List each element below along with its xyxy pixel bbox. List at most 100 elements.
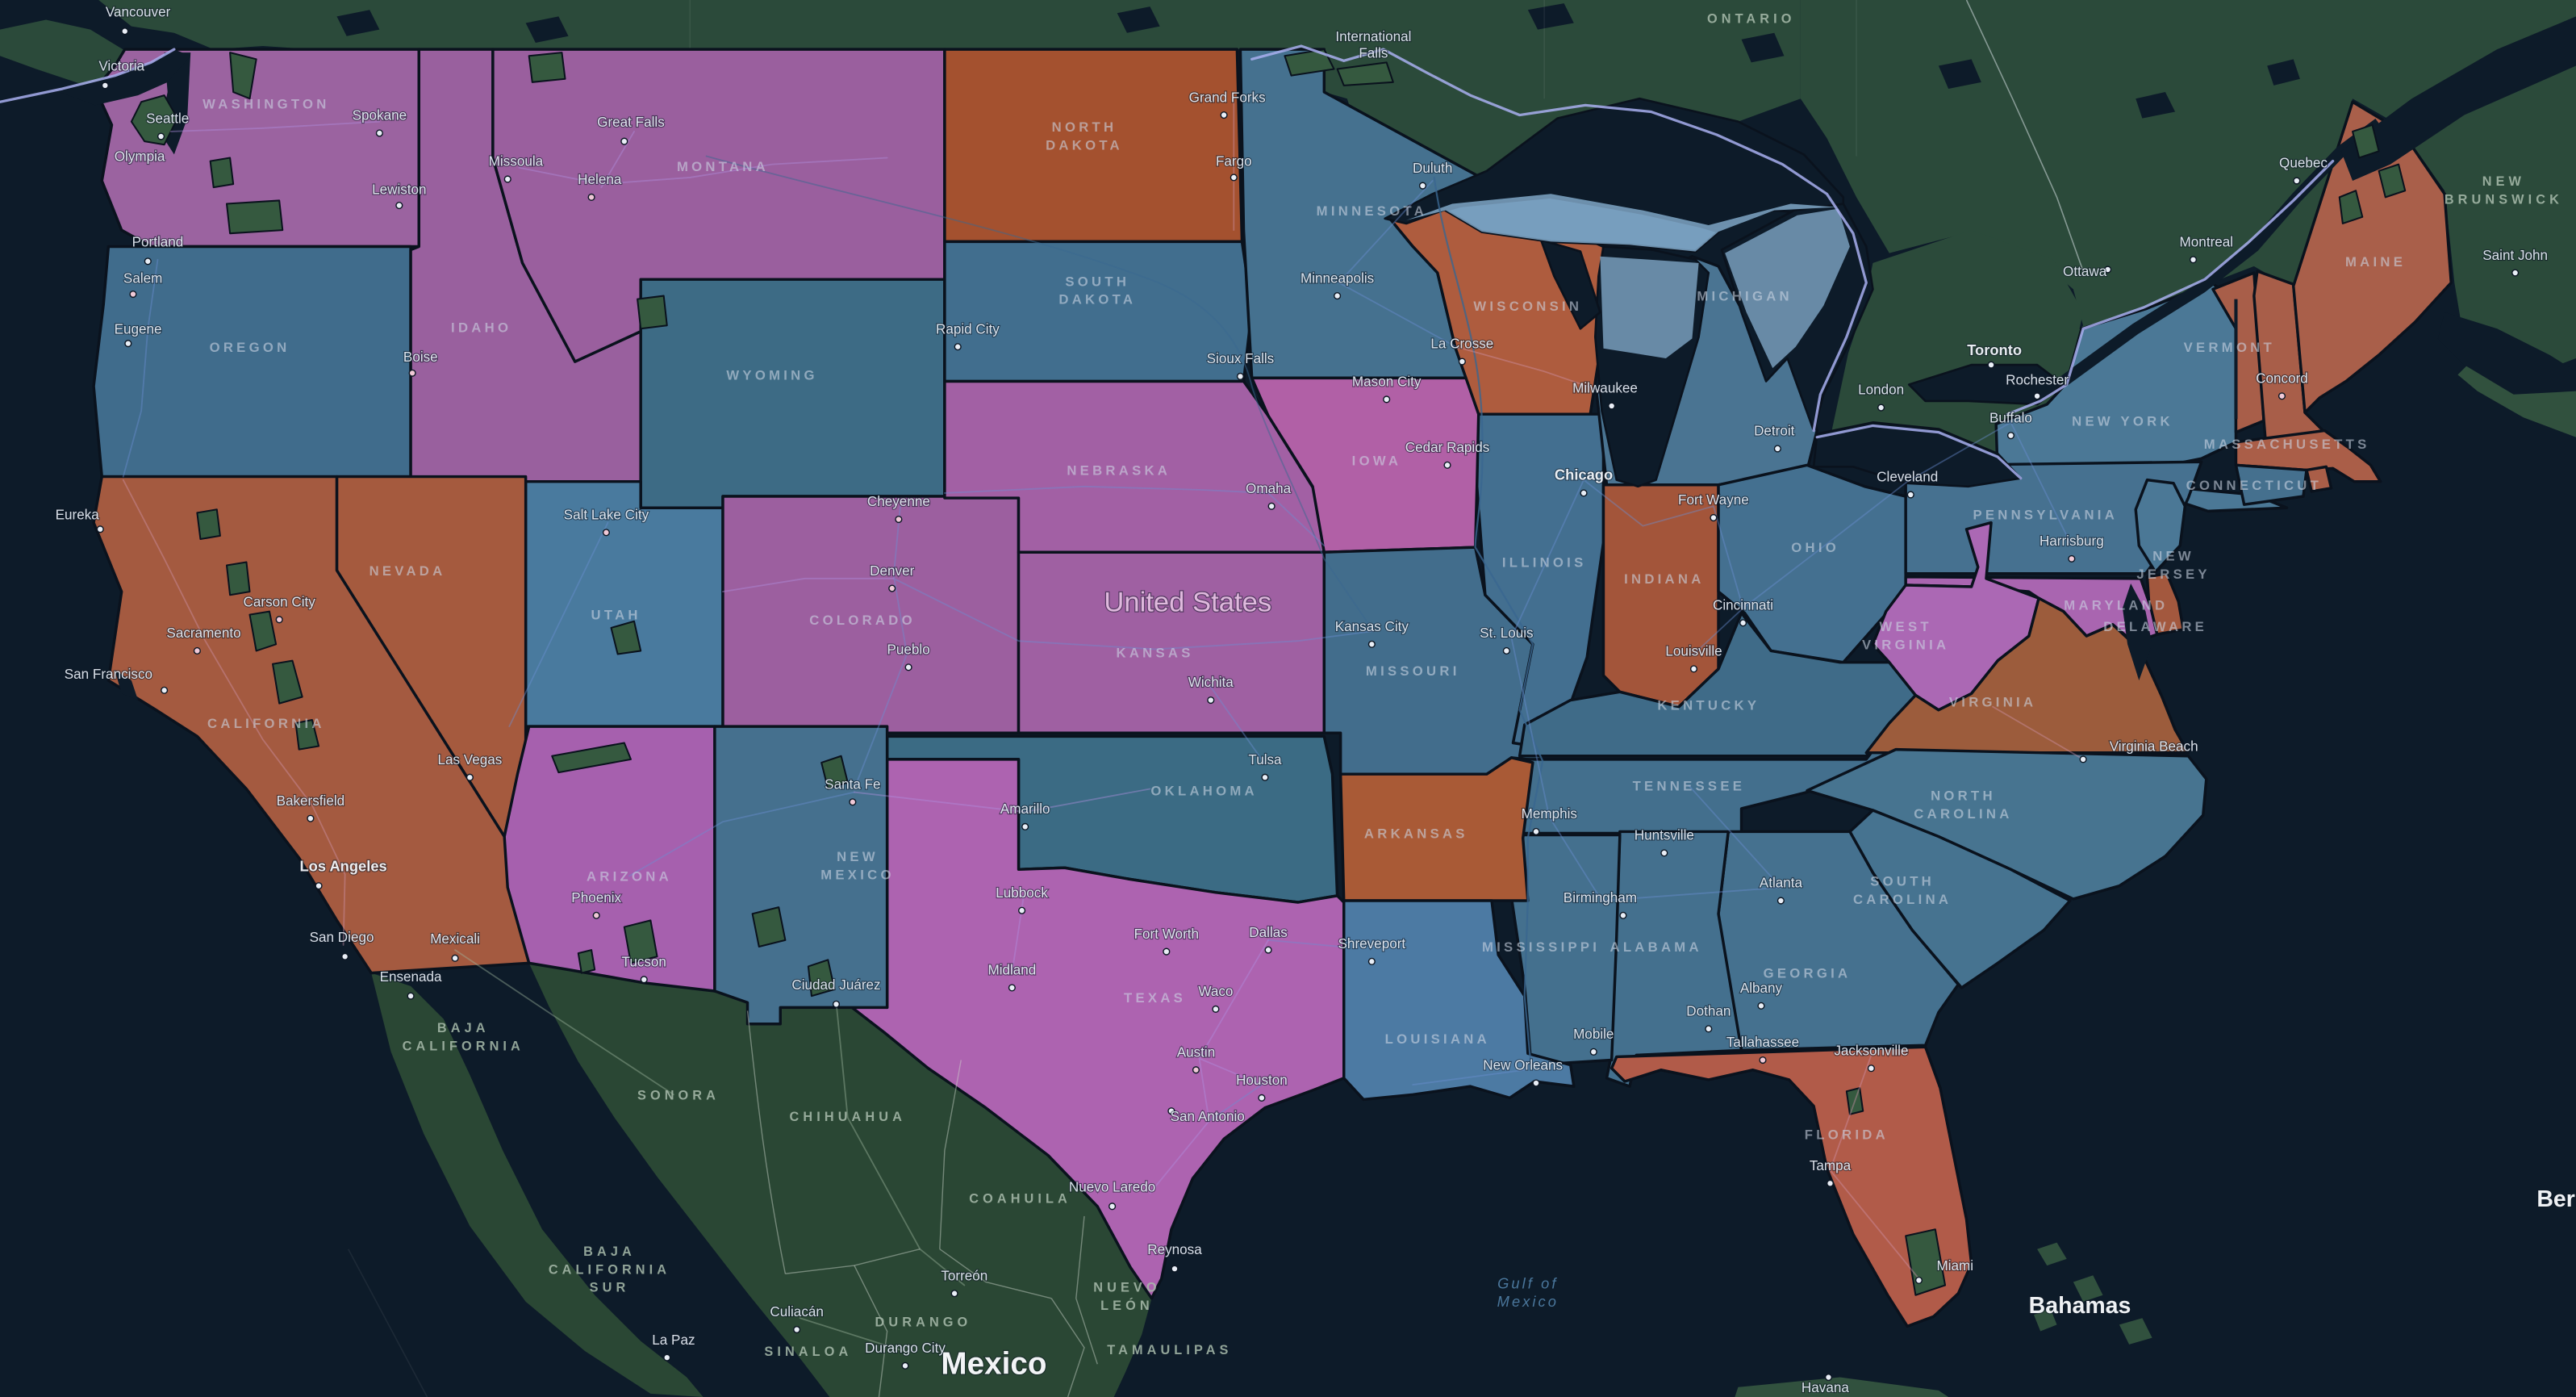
city-dot-fort-wayne[interactable] <box>1710 513 1718 522</box>
city-label-sacramento[interactable]: Sacramento <box>165 625 241 642</box>
city-label-birmingham[interactable]: Birmingham <box>1563 889 1638 906</box>
city-label-tallahassee[interactable]: Tallahassee <box>1726 1034 1801 1051</box>
city-label-buffalo[interactable]: Buffalo <box>1989 409 2033 426</box>
state-new-jersey[interactable] <box>2134 478 2187 574</box>
city-dot-virginia-beach[interactable] <box>2079 755 2087 763</box>
city-label-portland[interactable]: Portland <box>132 233 185 250</box>
city-dot-sioux-falls[interactable] <box>1236 372 1245 380</box>
city-dot-la-crosse[interactable] <box>1458 358 1466 366</box>
city-dot-grand-forks[interactable] <box>1220 111 1228 119</box>
city-dot-milwaukee[interactable] <box>1608 402 1616 410</box>
city-label-las-vegas[interactable]: Las Vegas <box>436 751 503 768</box>
city-label-miami[interactable]: Miami <box>1935 1257 1974 1274</box>
city-dot-amarillo[interactable] <box>1021 822 1029 830</box>
city-dot-helena[interactable] <box>587 193 595 201</box>
city-dot-duluth[interactable] <box>1418 182 1427 190</box>
city-label-sioux-falls[interactable]: Sioux Falls <box>1206 350 1275 367</box>
city-dot-cincinnati[interactable] <box>1739 619 1747 627</box>
city-dot-cedar-rapids[interactable] <box>1443 461 1451 469</box>
state-arizona[interactable] <box>503 725 716 993</box>
city-label-missoula[interactable]: Missoula <box>488 153 545 170</box>
city-label-kansas-city[interactable]: Kansas City <box>1334 618 1410 635</box>
city-label-helena[interactable]: Helena <box>577 171 623 188</box>
city-dot-spokane[interactable] <box>375 129 383 137</box>
city-dot-atlanta[interactable] <box>1776 897 1785 905</box>
city-dot-tulsa[interactable] <box>1261 773 1269 781</box>
city-dot-portland[interactable] <box>144 257 152 266</box>
city-label-durango-city[interactable]: Durango City <box>864 1340 946 1357</box>
city-dot-houston[interactable] <box>1258 1094 1266 1102</box>
city-label-san-francisco[interactable]: San Francisco <box>64 666 154 683</box>
state-ohio[interactable] <box>1717 463 1907 664</box>
city-label-mexicali[interactable]: Mexicali <box>429 931 481 947</box>
city-label-vancouver[interactable]: Vancouver <box>105 3 172 20</box>
city-label-los-angeles[interactable]: Los Angeles <box>299 856 387 875</box>
city-label-wichita[interactable]: Wichita <box>1188 674 1235 691</box>
city-label-rochester[interactable]: Rochester <box>2005 371 2069 388</box>
city-dot-salt-lake-city[interactable] <box>602 529 610 537</box>
city-label-phoenix[interactable]: Phoenix <box>570 889 622 906</box>
city-label-concord[interactable]: Concord <box>2255 370 2309 387</box>
city-label-jacksonville[interactable]: Jacksonville <box>1833 1042 1909 1059</box>
city-dot-eureka[interactable] <box>96 525 104 533</box>
city-dot-fort-worth[interactable] <box>1163 947 1171 956</box>
city-dot-concord[interactable] <box>2277 392 2286 400</box>
city-label-chicago[interactable]: Chicago <box>1554 466 1614 484</box>
state-south-dakota[interactable] <box>943 240 1254 383</box>
city-label-great-falls[interactable]: Great Falls <box>596 114 666 131</box>
city-label-eugene[interactable]: Eugene <box>113 320 162 337</box>
city-label-la-crosse[interactable]: La Crosse <box>1430 336 1494 353</box>
city-dot-detroit[interactable] <box>1773 445 1781 453</box>
city-dot-havana[interactable] <box>1824 1373 1833 1382</box>
city-label-rapid-city[interactable]: Rapid City <box>935 320 1001 337</box>
city-label-tucson[interactable]: Tucson <box>620 953 667 970</box>
city-dot-santa-fe[interactable] <box>849 798 857 806</box>
state-rhode-island[interactable] <box>2305 465 2333 493</box>
city-label-cheyenne[interactable]: Cheyenne <box>866 493 931 510</box>
city-dot-lewiston[interactable] <box>395 201 403 210</box>
city-dot-dothan[interactable] <box>1705 1025 1713 1033</box>
city-dot-lubbock[interactable] <box>1018 906 1026 914</box>
city-dot-culiac-n[interactable] <box>793 1325 801 1334</box>
city-label-mobile[interactable]: Mobile <box>1572 1026 1615 1043</box>
city-dot-missoula[interactable] <box>503 175 511 183</box>
city-dot-la-paz[interactable] <box>663 1353 671 1361</box>
city-label-fort-wayne[interactable]: Fort Wayne <box>1677 491 1750 508</box>
city-label-reynosa[interactable]: Reynosa <box>1146 1241 1203 1258</box>
city-label-london[interactable]: London <box>1857 382 1905 399</box>
city-dot-sacramento[interactable] <box>193 646 201 655</box>
city-dot-albany[interactable] <box>1757 1002 1765 1010</box>
city-dot-chicago[interactable] <box>1580 489 1588 497</box>
city-dot-minneapolis[interactable] <box>1334 291 1342 300</box>
city-dot-seattle[interactable] <box>157 132 165 140</box>
city-dot-louisville[interactable] <box>1689 665 1698 673</box>
city-dot-memphis[interactable] <box>1532 827 1540 836</box>
city-label-carson-city[interactable]: Carson City <box>242 593 316 610</box>
city-label-spokane[interactable]: Spokane <box>352 107 408 124</box>
city-label-houston[interactable]: Houston <box>1235 1072 1288 1089</box>
city-label-st-louis[interactable]: St. Louis <box>1479 625 1534 642</box>
city-dot-tampa[interactable] <box>1826 1179 1835 1187</box>
city-label-tulsa[interactable]: Tulsa <box>1247 751 1283 768</box>
city-label-milwaukee[interactable]: Milwaukee <box>1572 380 1639 397</box>
city-label-victoria[interactable]: Victoria <box>98 57 145 74</box>
city-label-torre-n[interactable]: Torreón <box>940 1267 988 1284</box>
city-label-virginia-beach[interactable]: Virginia Beach <box>2109 738 2199 755</box>
city-dot-denver[interactable] <box>888 584 896 592</box>
state-vermont[interactable] <box>2211 271 2265 434</box>
city-label-boise[interactable]: Boise <box>403 349 439 366</box>
city-dot-austin[interactable] <box>1192 1066 1200 1074</box>
state-florida[interactable] <box>1609 1045 1973 1328</box>
state-indiana[interactable] <box>1601 483 1720 709</box>
city-label-san-antonio[interactable]: San Antonio <box>1169 1108 1245 1125</box>
city-label-omaha[interactable]: Omaha <box>1245 480 1292 497</box>
city-dot-birmingham[interactable] <box>1619 911 1627 919</box>
city-label-huntsville[interactable]: Huntsville <box>1634 827 1695 844</box>
city-label-salem[interactable]: Salem <box>123 270 164 287</box>
city-dot-st-louis[interactable] <box>1502 646 1510 655</box>
city-label-ottawa[interactable]: Ottawa <box>2062 263 2108 280</box>
city-dot-montreal[interactable] <box>2189 256 2198 264</box>
city-dot-fargo[interactable] <box>1230 174 1238 182</box>
city-dot-new-orleans[interactable] <box>1532 1079 1540 1087</box>
city-label-pueblo[interactable]: Pueblo <box>886 641 930 658</box>
